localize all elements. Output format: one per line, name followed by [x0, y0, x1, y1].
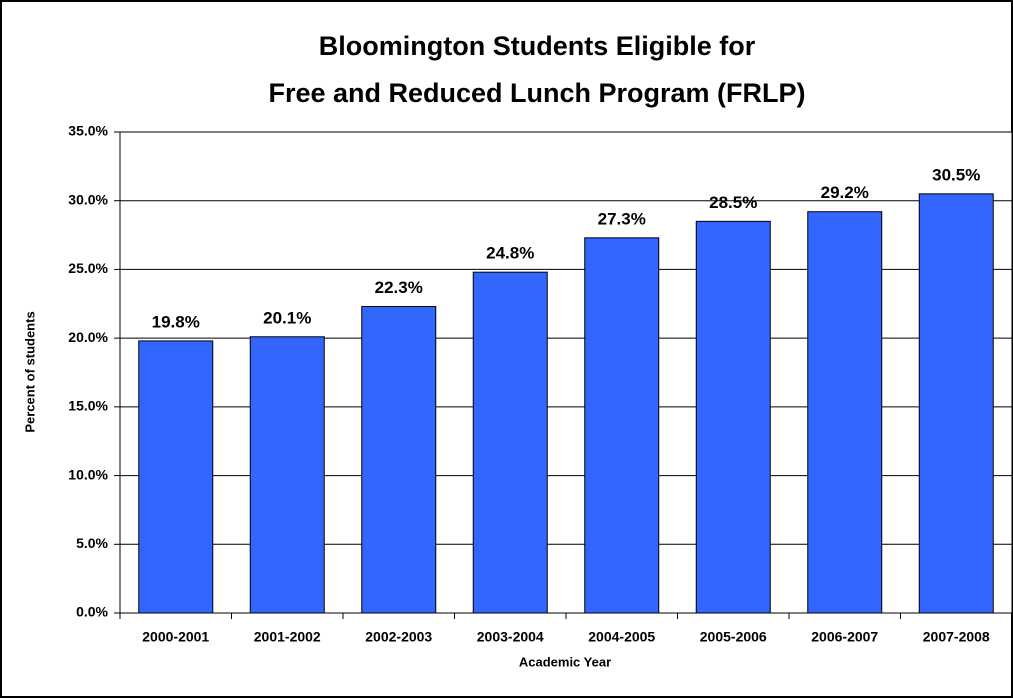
data-label: 22.3% — [375, 278, 423, 297]
x-tick-label: 2003-2004 — [477, 629, 544, 645]
x-tick-label: 2005-2006 — [700, 629, 767, 645]
bar — [695, 220, 771, 614]
y-tick-label: 20.0% — [68, 329, 108, 345]
y-tick-label: 15.0% — [68, 398, 108, 414]
bar — [361, 306, 437, 614]
x-tick-label: 2001-2002 — [254, 629, 321, 645]
bar — [249, 336, 325, 614]
y-tick-label: 30.0% — [68, 191, 108, 207]
y-axis-label: Percent of students — [22, 311, 37, 432]
data-label: 20.1% — [263, 308, 311, 327]
data-label: 29.2% — [821, 183, 869, 202]
bar — [138, 340, 214, 614]
bar — [807, 211, 883, 614]
bar — [472, 271, 548, 614]
chart-title: Bloomington Students Eligible for — [319, 31, 756, 61]
x-tick-label: 2004-2005 — [588, 629, 655, 645]
data-label: 19.8% — [152, 312, 200, 331]
y-tick-label: 0.0% — [76, 604, 108, 620]
x-tick-label: 2006-2007 — [811, 629, 878, 645]
data-label: 28.5% — [709, 193, 757, 212]
bar — [584, 237, 660, 614]
data-label: 27.3% — [598, 209, 646, 228]
x-tick-label: 2007-2008 — [923, 629, 990, 645]
data-label: 30.5% — [932, 165, 980, 184]
y-tick-label: 5.0% — [76, 535, 108, 551]
data-label: 24.8% — [486, 244, 534, 263]
y-tick-label: 10.0% — [68, 466, 108, 482]
x-tick-label: 2002-2003 — [365, 629, 432, 645]
chart-title: Free and Reduced Lunch Program (FRLP) — [268, 78, 805, 108]
x-axis-label: Academic Year — [519, 654, 611, 669]
x-tick-label: 2000-2001 — [142, 629, 209, 645]
bar — [918, 193, 994, 614]
y-tick-label: 25.0% — [68, 260, 108, 276]
y-tick-label: 35.0% — [68, 123, 108, 139]
